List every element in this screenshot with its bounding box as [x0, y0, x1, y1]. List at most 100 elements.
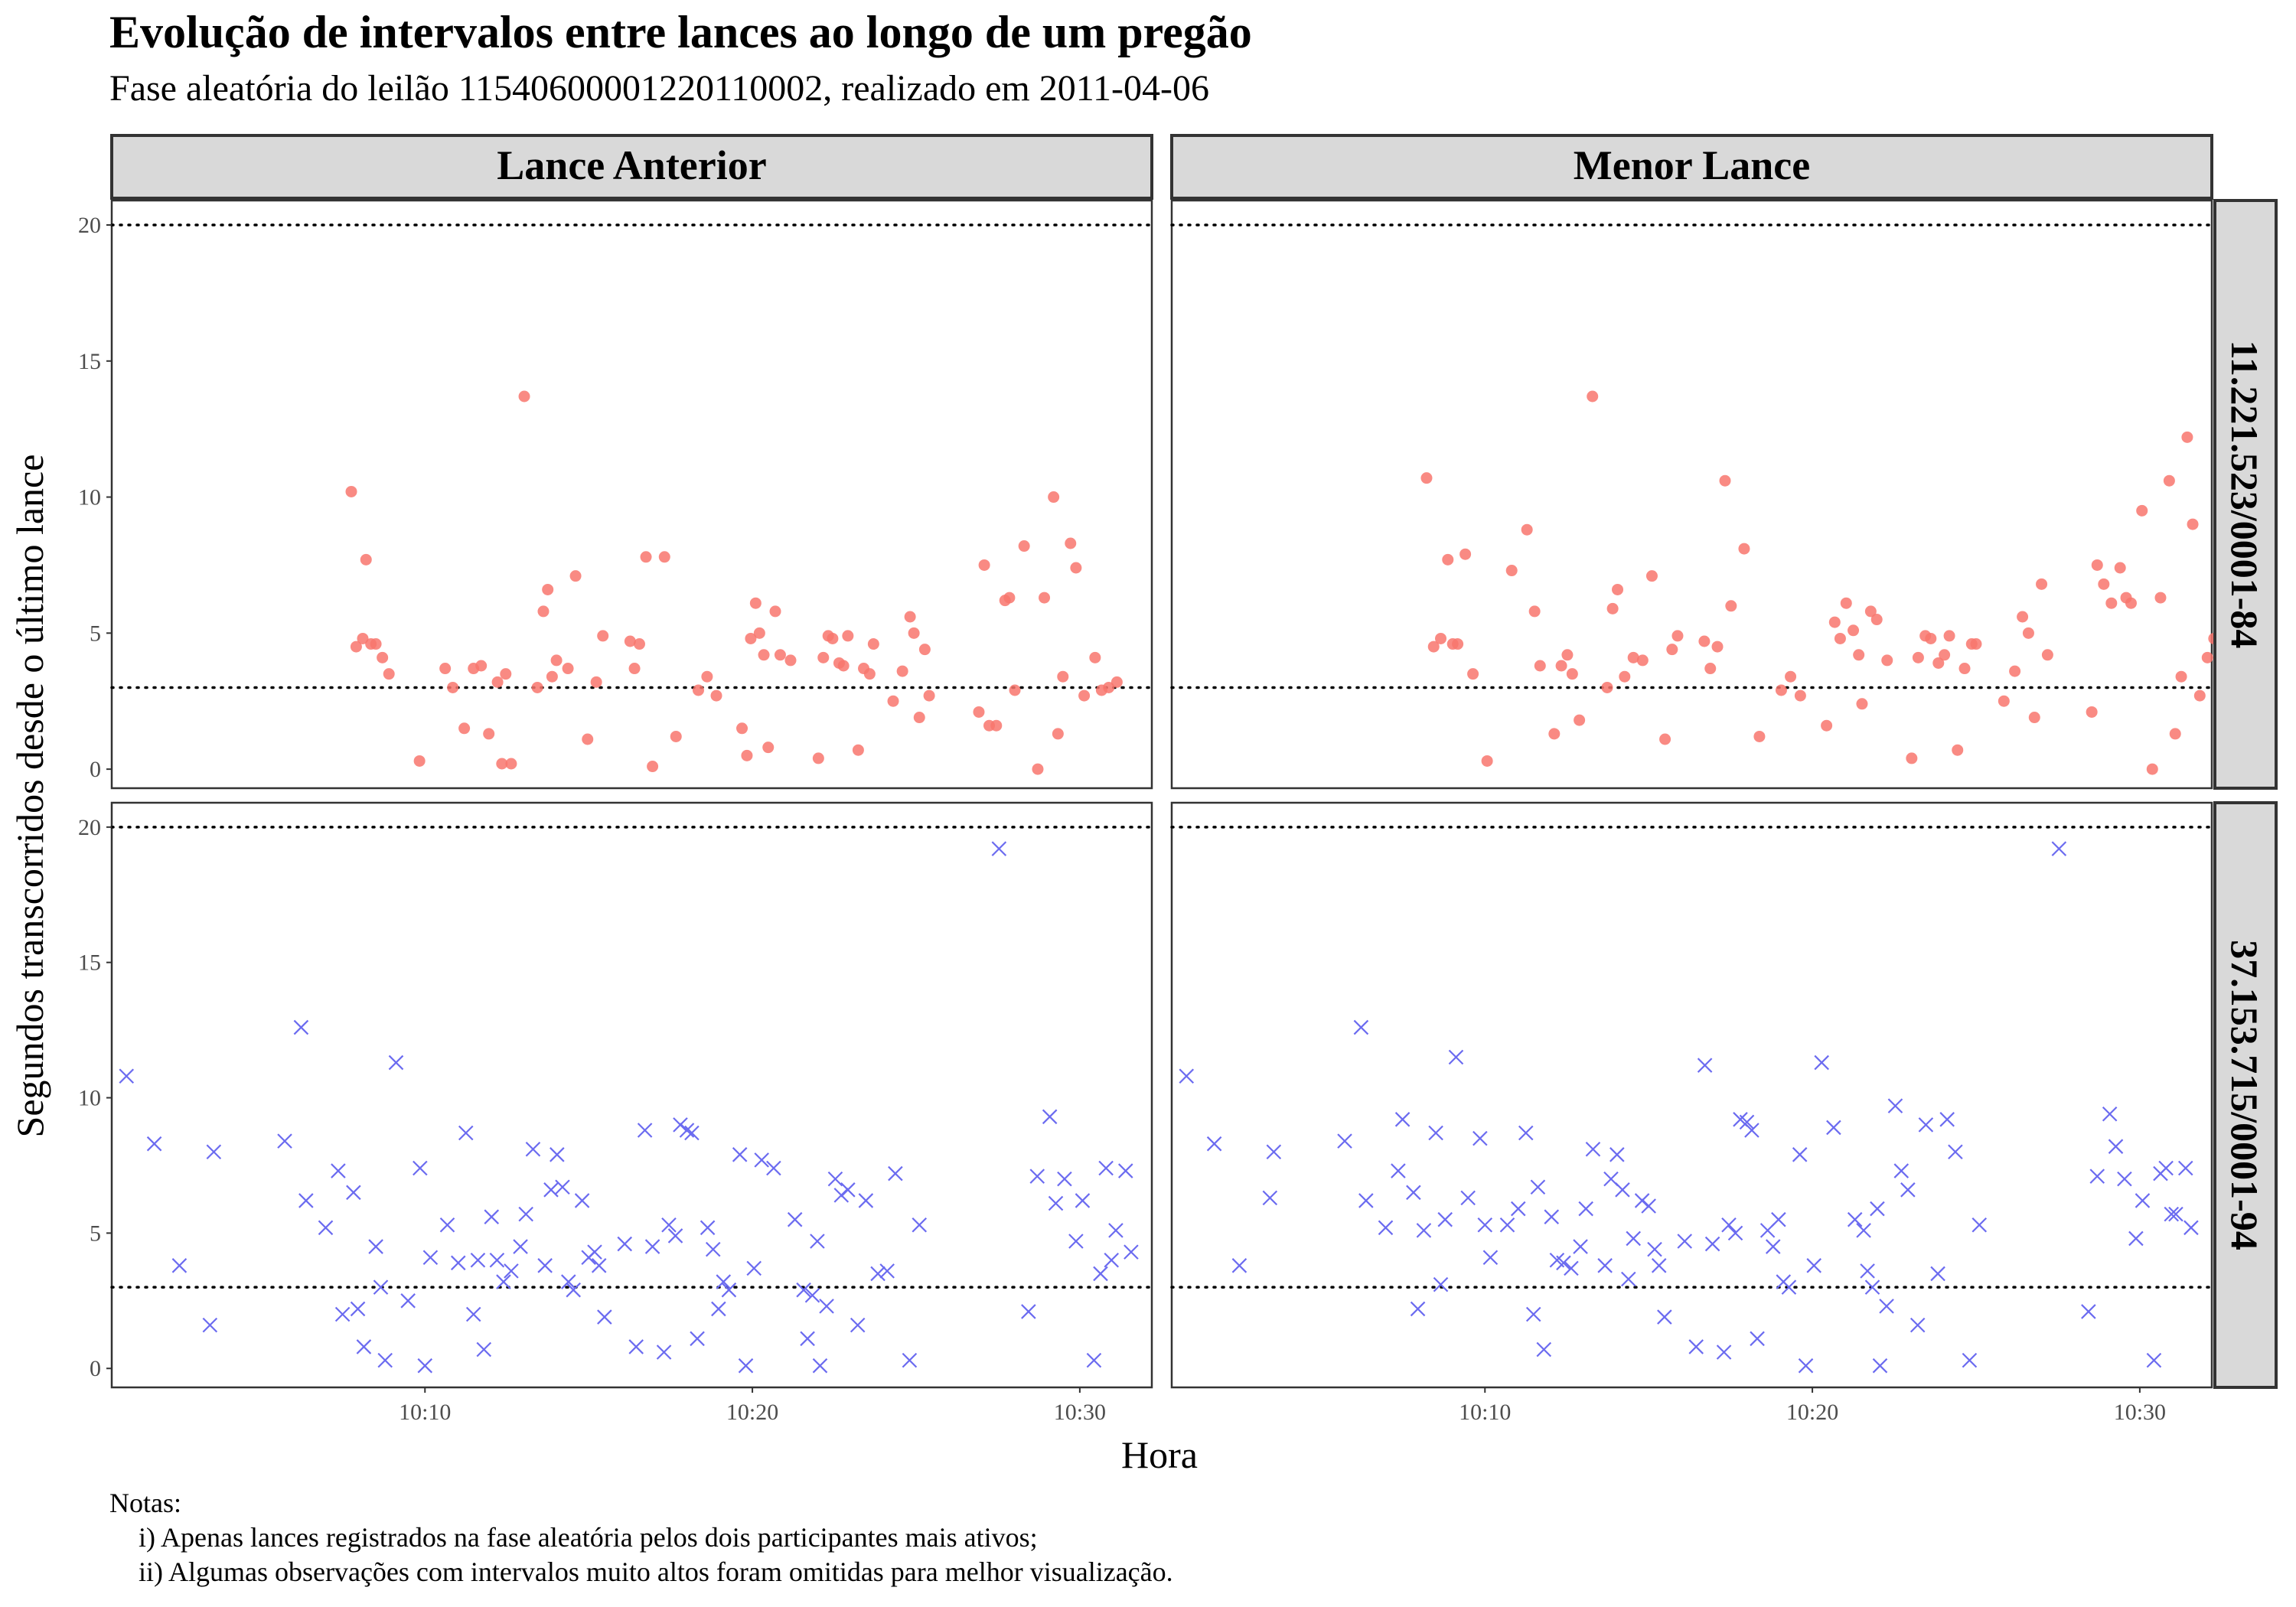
panel-border: [1170, 199, 2213, 790]
x-tick-label: 10:10: [1459, 1400, 1511, 1425]
data-point: [2117, 1171, 2132, 1187]
data-point: [504, 1263, 519, 1279]
data-point: [2017, 611, 2029, 623]
data-point: [716, 1274, 732, 1289]
data-point: [1939, 1112, 1955, 1127]
data-point: [644, 1239, 660, 1254]
panel-menor-lance-37-153-715-0001-94: [1170, 801, 2213, 1389]
panel-menor-lance-11-221-523-0001-84: [1170, 199, 2234, 790]
panel-lance-anterior-11-221-523-0001-84: [110, 199, 1153, 790]
data-point: [439, 1217, 455, 1233]
data-point: [1505, 565, 1518, 577]
data-point: [206, 1144, 222, 1160]
data-point: [1536, 1341, 1552, 1358]
data-point: [2187, 518, 2199, 530]
data-point: [787, 1211, 803, 1227]
facet-strip-col: [1170, 134, 2213, 200]
data-point: [690, 1331, 705, 1347]
data-point: [2175, 670, 2187, 683]
data-point: [356, 1339, 372, 1354]
data-point: [1771, 1211, 1786, 1227]
data-point: [887, 695, 899, 707]
chart-subtitle: Fase aleatória do leilão 115406000012201…: [109, 68, 1209, 109]
facet-strip-row: [2213, 801, 2278, 1389]
data-point: [1585, 1141, 1601, 1157]
data-point: [1086, 1352, 1102, 1368]
data-point: [1110, 676, 1123, 688]
data-point: [543, 1182, 559, 1198]
data-point: [1420, 472, 1433, 484]
data-point: [633, 638, 645, 650]
data-point: [796, 1282, 811, 1298]
data-point: [647, 761, 659, 773]
data-point: [587, 1244, 602, 1260]
data-point: [1555, 660, 1567, 672]
data-point: [1556, 1255, 1571, 1271]
data-point: [277, 1133, 292, 1149]
data-point: [978, 559, 990, 571]
data-point: [1093, 1266, 1108, 1282]
data-point: [1943, 630, 1955, 642]
data-point: [1089, 651, 1101, 663]
data-point: [1378, 1220, 1394, 1236]
data-point: [1716, 1345, 1732, 1360]
data-point: [1521, 523, 1533, 536]
data-point: [1727, 1225, 1743, 1241]
data-point: [2169, 728, 2181, 740]
data-point: [617, 1236, 633, 1252]
data-point: [1879, 1299, 1894, 1314]
data-point: [2098, 578, 2110, 590]
data-point: [550, 1147, 565, 1162]
data-point: [863, 668, 876, 680]
data-point: [1958, 663, 1971, 675]
data-point: [1906, 752, 1918, 764]
data-point: [679, 1123, 695, 1138]
data-point: [758, 649, 770, 661]
data-point: [1057, 670, 1069, 683]
data-point: [2146, 763, 2158, 775]
data-point: [904, 611, 916, 623]
data-point: [146, 1136, 162, 1152]
data-point: [2102, 1106, 2118, 1122]
data-point: [721, 1282, 737, 1298]
data-point: [476, 1341, 492, 1358]
data-point: [1337, 1133, 1352, 1149]
data-point: [1124, 1244, 1139, 1260]
data-point: [318, 1220, 334, 1236]
data-point: [422, 1250, 439, 1265]
data-point: [1840, 597, 1852, 609]
data-point: [1601, 681, 1613, 693]
data-point: [546, 670, 558, 683]
y-tick-label: 10: [78, 485, 101, 510]
data-point: [1528, 605, 1541, 618]
data-point: [1704, 1236, 1720, 1252]
data-point: [2158, 1160, 2174, 1176]
data-point: [1108, 1223, 1124, 1238]
data-point: [684, 1125, 700, 1141]
data-point: [368, 1239, 383, 1254]
data-point: [1821, 719, 1833, 732]
data-point: [373, 1279, 389, 1295]
data-point: [525, 1141, 541, 1157]
data-point: [1018, 540, 1030, 553]
data-point: [1460, 1190, 1476, 1206]
data-point: [1847, 1211, 1863, 1227]
data-point: [1428, 1125, 1443, 1141]
data-point: [624, 635, 636, 647]
data-point: [1887, 1098, 1903, 1113]
x-tick-label: 10:20: [726, 1400, 778, 1425]
data-point: [591, 1258, 607, 1273]
data-point: [505, 758, 517, 770]
data-point: [2036, 578, 2048, 590]
data-point: [1437, 1211, 1453, 1227]
data-point: [902, 1352, 918, 1368]
x-tick-label: 10:30: [1054, 1400, 1106, 1425]
data-point: [1856, 1223, 1871, 1238]
data-point: [1467, 668, 1479, 680]
data-point: [2164, 1206, 2180, 1222]
data-point: [1719, 474, 1731, 487]
data-point: [879, 1263, 895, 1279]
data-point: [1893, 1163, 1910, 1178]
data-point: [1525, 1306, 1541, 1322]
data-point: [1394, 1112, 1411, 1127]
